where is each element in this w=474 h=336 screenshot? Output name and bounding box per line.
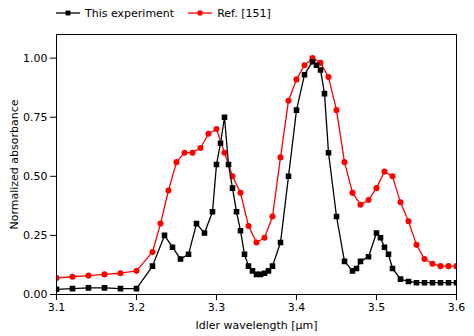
svg-text:0.50: 0.50 xyxy=(23,170,48,183)
html-text:Ref. [151]: Ref. [151] xyxy=(217,6,271,20)
svg-text:Idler wavelength [μm]: Idler wavelength [μm] xyxy=(196,319,318,332)
svg-text:3.2: 3.2 xyxy=(128,301,146,314)
svg-text:0.75: 0.75 xyxy=(23,111,48,124)
svg-text:Normalized absorbance: Normalized absorbance xyxy=(8,99,21,229)
svg-text:3.3: 3.3 xyxy=(208,301,226,314)
svg-text:0.00: 0.00 xyxy=(23,288,48,301)
html-text:This experiment: This experiment xyxy=(85,6,175,20)
svg-text:3.5: 3.5 xyxy=(368,301,386,314)
svg-text:3.6: 3.6 xyxy=(448,301,466,314)
svg-text:3.4: 3.4 xyxy=(288,301,306,314)
svg-text:1.00: 1.00 xyxy=(23,52,48,65)
svg-text:0.25: 0.25 xyxy=(23,229,48,242)
svg-text:3.1: 3.1 xyxy=(48,301,66,314)
